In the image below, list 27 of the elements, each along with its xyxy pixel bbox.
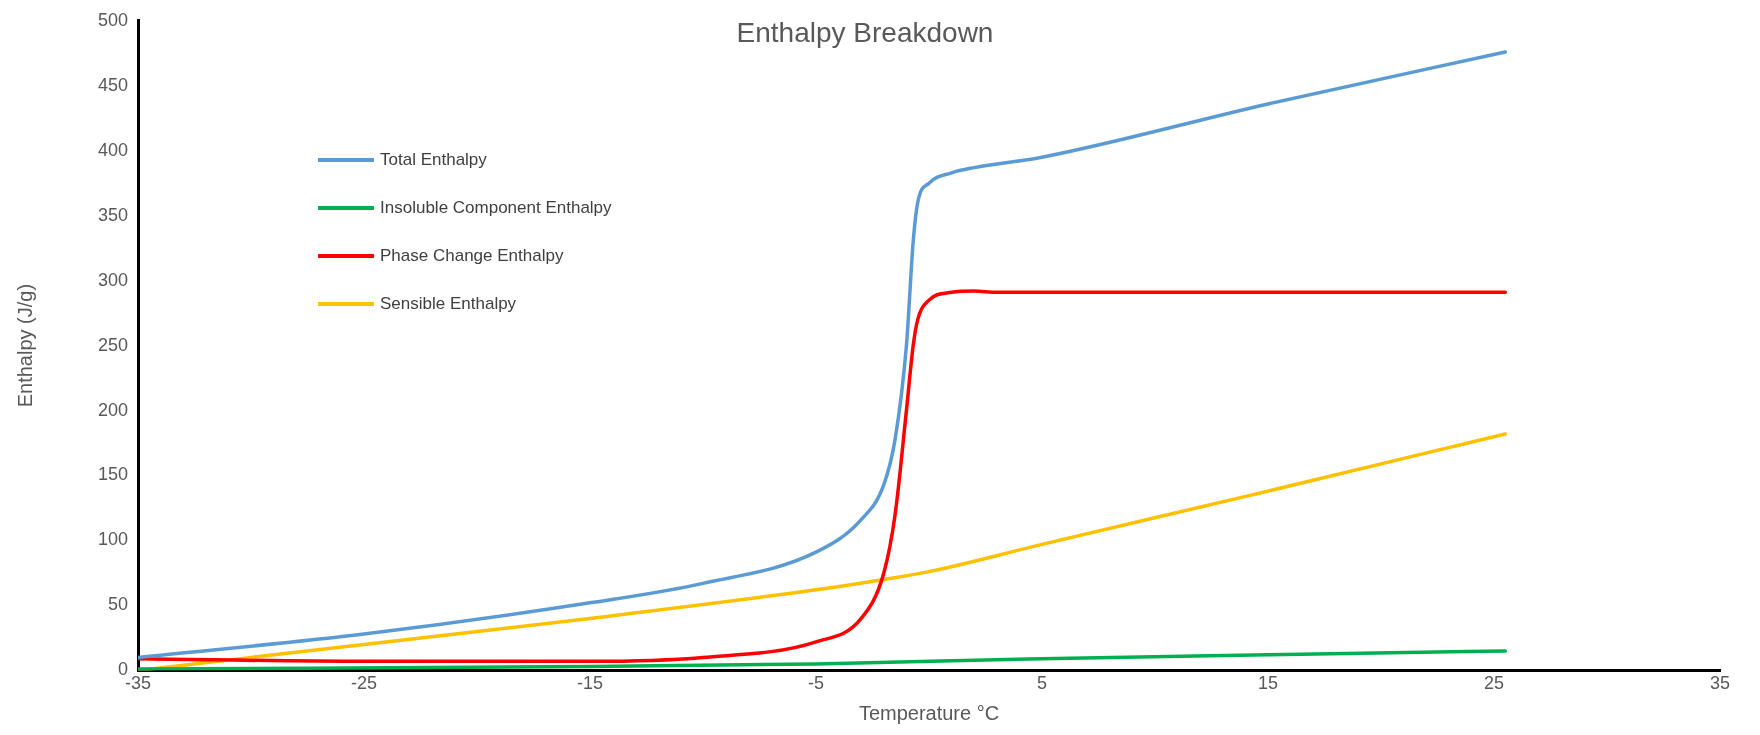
x-tick-label: 35 <box>1709 673 1731 694</box>
legend-label: Total Enthalpy <box>380 149 487 170</box>
y-tick-label: 400 <box>97 139 129 160</box>
line-series <box>138 289 1508 664</box>
y-tick-label: 150 <box>97 464 129 485</box>
x-tick-label: 15 <box>1257 673 1279 694</box>
line-series <box>138 649 1508 671</box>
legend-label: Sensible Enthalpy <box>380 293 517 314</box>
y-tick-label: 300 <box>97 269 129 290</box>
legend-label: Phase Change Enthalpy <box>380 245 564 266</box>
y-axis-title: Enthalpy (J/g) <box>13 283 36 408</box>
x-tick-label: -25 <box>351 673 378 694</box>
y-tick-label: 200 <box>97 399 129 420</box>
x-tick-label: 5 <box>1037 673 1048 694</box>
chart-title: Enthalpy Breakdown <box>736 16 994 48</box>
y-tick-label: 500 <box>97 9 129 30</box>
y-tick-label: 250 <box>97 334 129 355</box>
y-tick-label: 350 <box>97 204 129 225</box>
y-tick-label: 50 <box>108 594 129 615</box>
y-tick-label: 450 <box>97 74 129 95</box>
y-tick-label: 100 <box>97 529 129 550</box>
x-tick-label: -15 <box>577 673 604 694</box>
line-series <box>138 50 1508 660</box>
x-tick-label: 25 <box>1483 673 1505 694</box>
x-tick-label: -5 <box>808 673 825 694</box>
x-axis-title: Temperature °C <box>858 701 1000 724</box>
legend-label: Insoluble Component Enthalpy <box>380 197 612 218</box>
